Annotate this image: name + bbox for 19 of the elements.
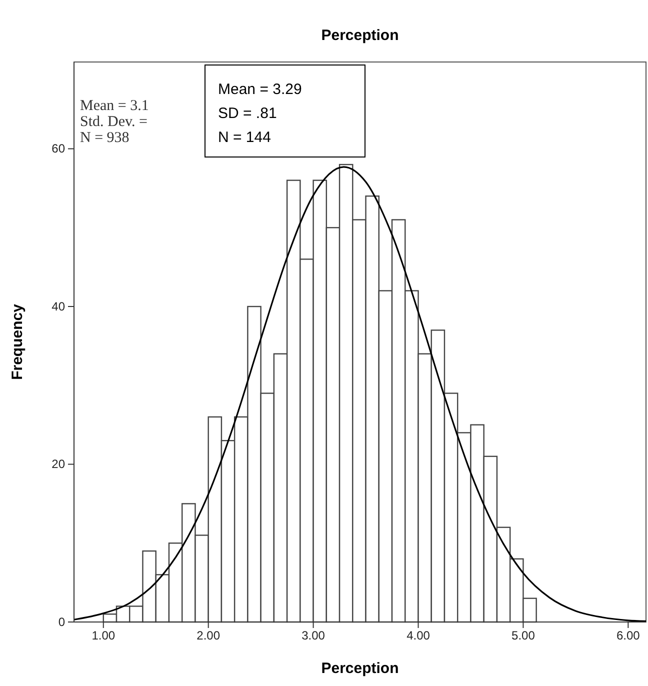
chart-title: Perception [321, 27, 399, 44]
y-tick-label: 40 [52, 299, 66, 314]
annotation: N = 144 [218, 129, 271, 146]
x-tick-label: 6.00 [616, 628, 640, 643]
x-axis-title: Perception [321, 660, 399, 677]
x-tick-label: 2.00 [196, 628, 220, 643]
annotation: N = 938 [80, 130, 130, 146]
annotation: Mean = 3.1 [80, 98, 149, 114]
annotation: SD = .81 [218, 105, 277, 122]
x-tick-label: 1.00 [92, 628, 116, 643]
x-tick-label: 3.00 [302, 628, 326, 643]
y-tick-label: 20 [52, 457, 66, 472]
y-tick-label: 60 [52, 142, 66, 156]
annotation: Mean = 3.29 [218, 81, 302, 98]
y-axis-title: Frequency [9, 303, 26, 380]
annotation: Std. Dev. = [80, 114, 148, 130]
x-tick-label: 5.00 [512, 628, 536, 643]
y-tick-label: 0 [58, 614, 66, 629]
x-tick-label: 4.00 [406, 628, 430, 643]
